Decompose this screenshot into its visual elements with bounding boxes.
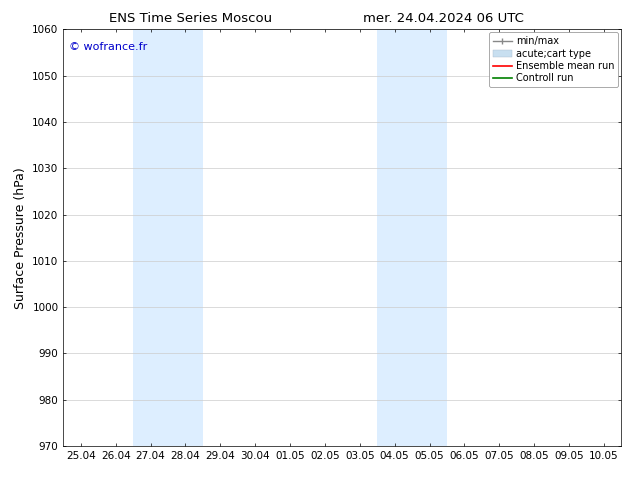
Text: mer. 24.04.2024 06 UTC: mer. 24.04.2024 06 UTC [363,12,524,25]
Bar [133,29,203,446]
Text: © wofrance.fr: © wofrance.fr [69,42,147,52]
Y-axis label: Surface Pressure (hPa): Surface Pressure (hPa) [14,167,27,309]
Text: ENS Time Series Moscou: ENS Time Series Moscou [108,12,272,25]
Legend: min/max, acute;cart type, Ensemble mean run, Controll run: min/max, acute;cart type, Ensemble mean … [489,32,618,87]
Bar [377,29,447,446]
